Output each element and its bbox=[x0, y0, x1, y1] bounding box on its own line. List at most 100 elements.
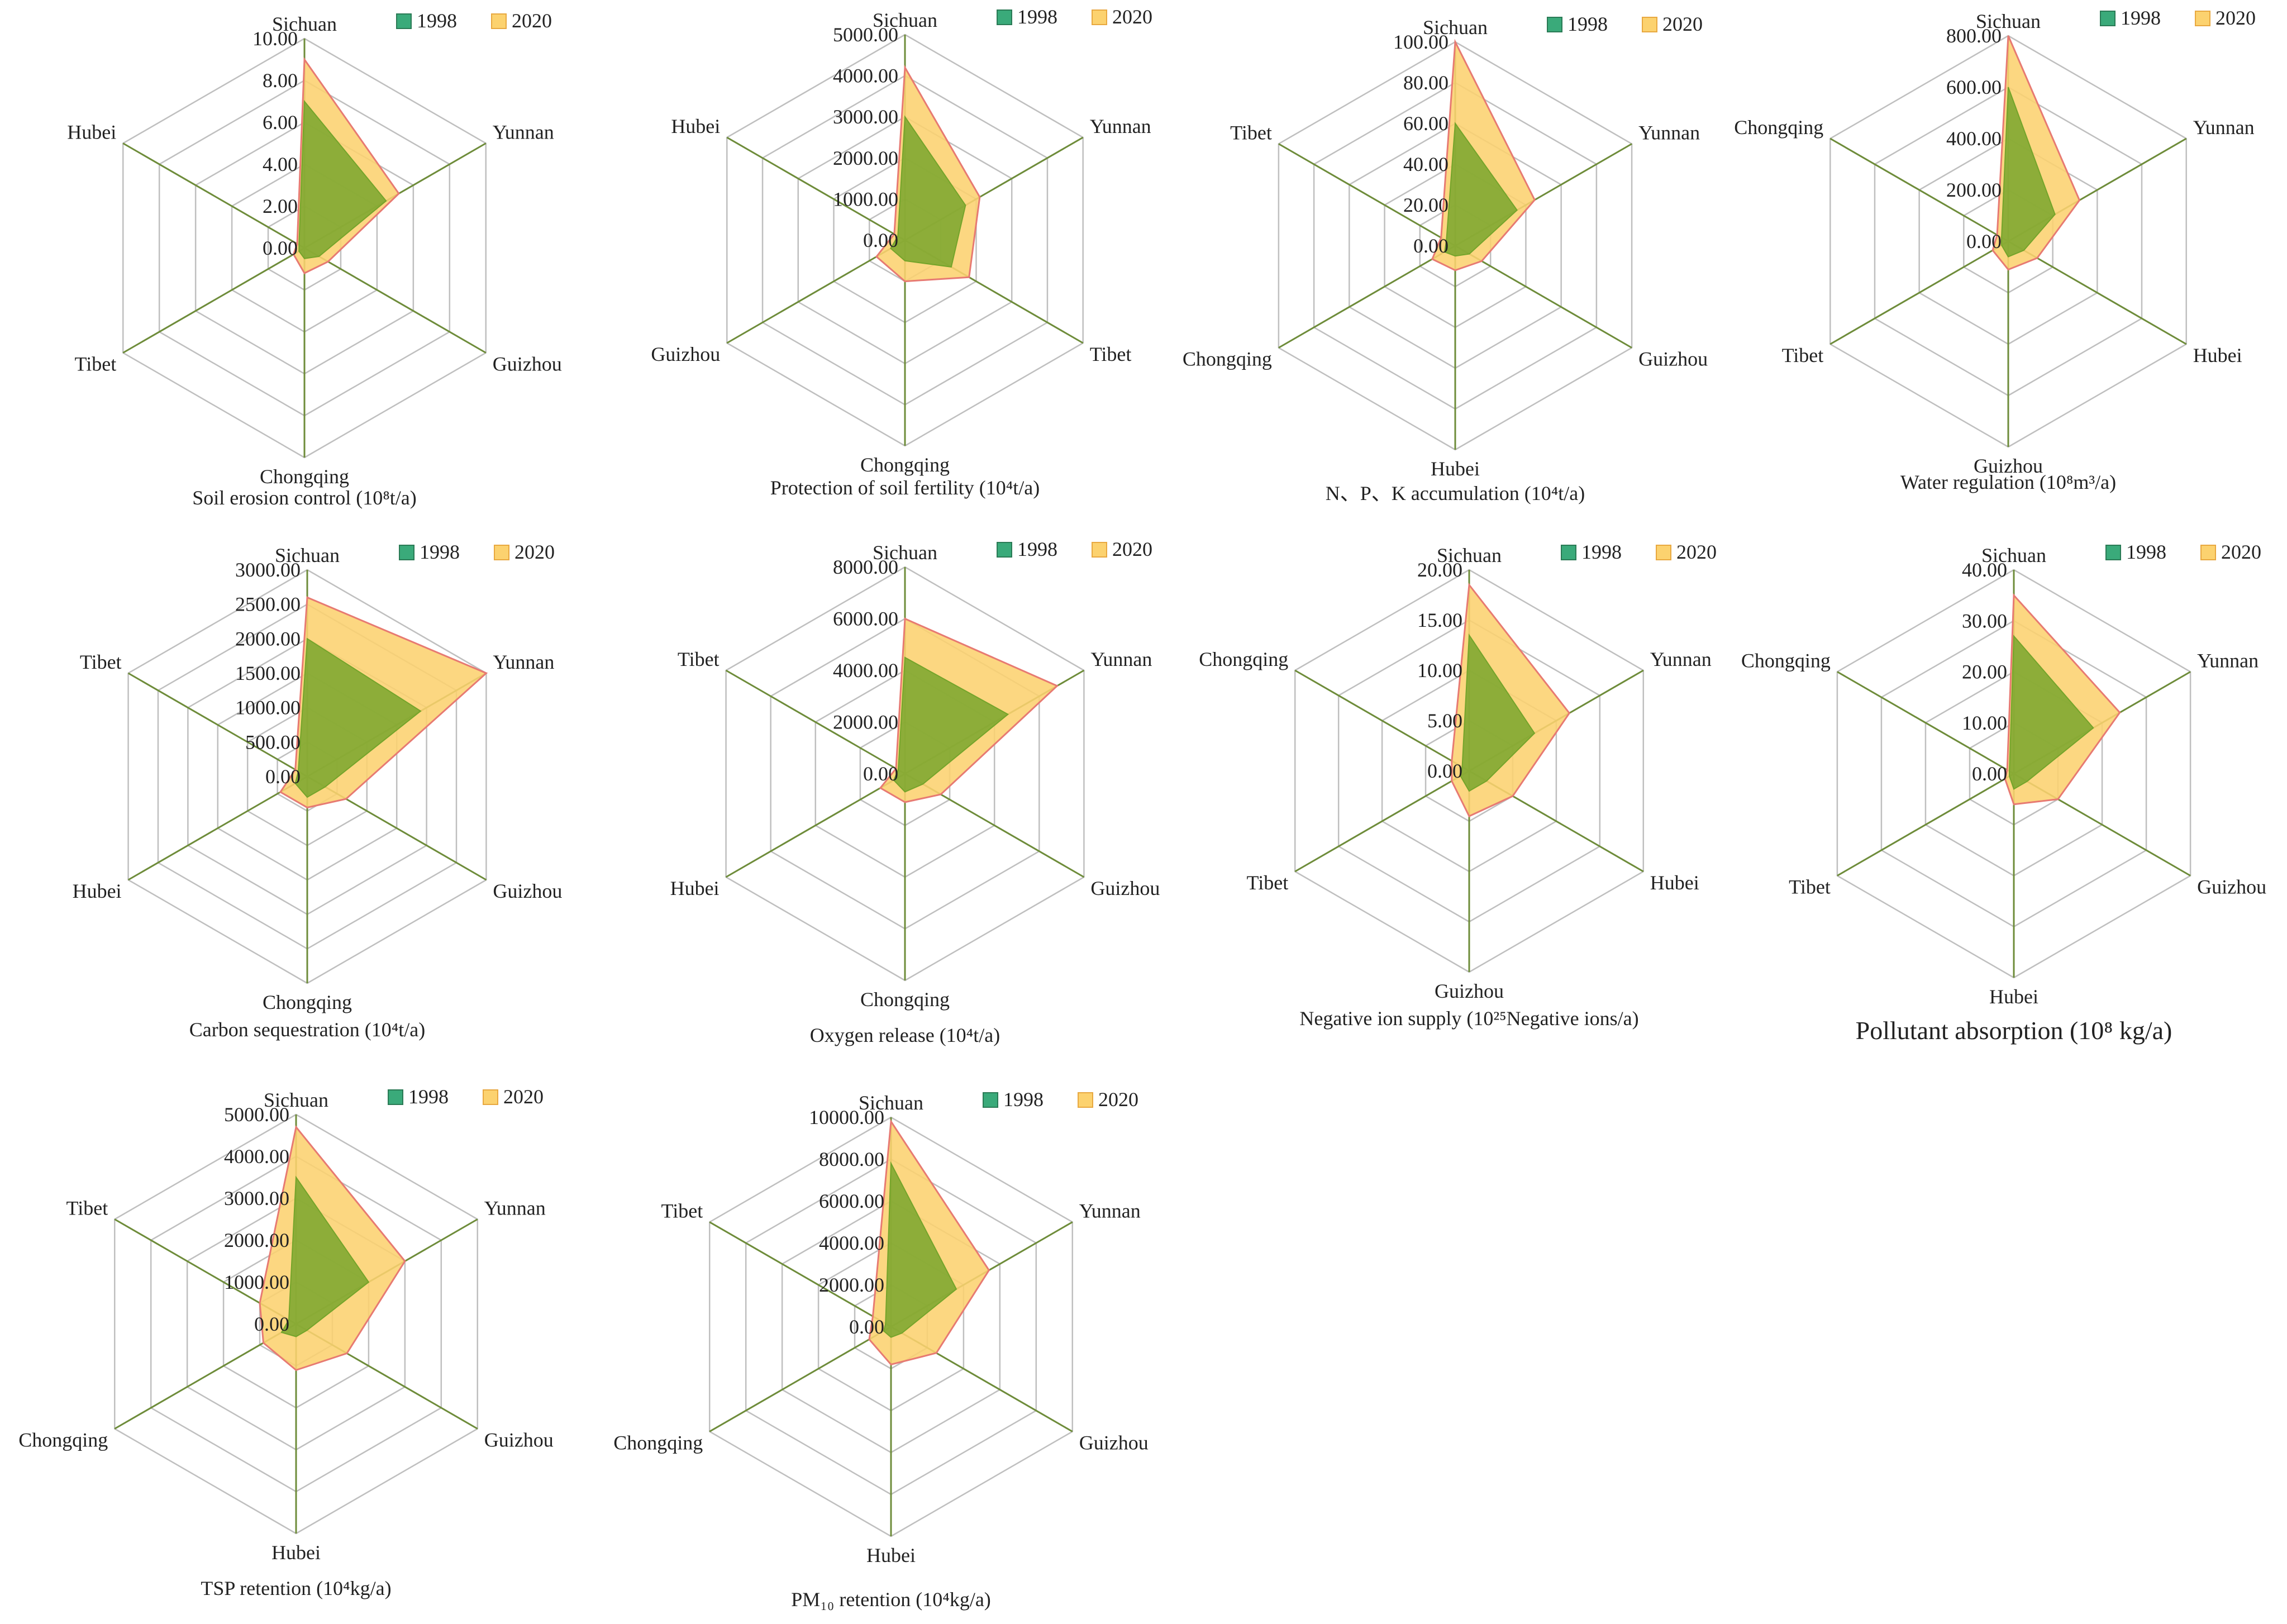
radar-panel-5: 0.00 500.00 1000.00 1500.00 2000.00 2500.00 30… bbox=[73, 541, 563, 1041]
axis-spoke bbox=[709, 1221, 892, 1328]
axis-label-tibet: Tibet bbox=[678, 648, 720, 670]
legend-label-2020: 2020 bbox=[1098, 1088, 1138, 1111]
series-area-1998 bbox=[1460, 633, 1536, 792]
axis-label-chongqing: Chongqing bbox=[860, 454, 950, 476]
legend-swatch-2020 bbox=[1656, 545, 1671, 560]
axis-label-chongqing: Chongqing bbox=[613, 1432, 703, 1454]
chart-caption: Protection of soil fertility (10⁴t/a) bbox=[770, 477, 1040, 499]
chart-caption: Carbon sequestration (10⁴t/a) bbox=[189, 1018, 425, 1041]
legend-label-2020: 2020 bbox=[2215, 7, 2256, 29]
axis-label-sichuan: Sichuan bbox=[1423, 16, 1488, 39]
tick-label: 1500.00 bbox=[235, 662, 301, 684]
axis-label-tibet: Tibet bbox=[1247, 871, 1289, 894]
legend-label-1998: 1998 bbox=[1003, 1088, 1044, 1111]
tick-label: 2000.00 bbox=[833, 147, 898, 169]
tick-label: 4000.00 bbox=[819, 1232, 884, 1254]
axis-label-tibet: Tibet bbox=[1090, 343, 1132, 365]
axis-label-hubei: Hubei bbox=[271, 1541, 321, 1564]
tick-label: 0.00 bbox=[863, 763, 898, 785]
axis-label-tibet: Tibet bbox=[1789, 876, 1831, 898]
legend-swatch-2020 bbox=[2200, 545, 2216, 560]
chart-caption: PM₁₀ retention (10⁴kg/a) bbox=[791, 1588, 991, 1611]
axis-spoke bbox=[1829, 240, 2009, 345]
legend-label-1998: 1998 bbox=[408, 1085, 449, 1108]
axis-label-hubei: Hubei bbox=[67, 121, 116, 144]
axis-label-chongqing: Chongqing bbox=[260, 465, 349, 488]
tick-label: 80.00 bbox=[1403, 72, 1449, 94]
tick-label: 10.00 bbox=[1417, 659, 1462, 682]
tick-label: 8000.00 bbox=[833, 556, 898, 578]
axis-label-sichuan: Sichuan bbox=[1976, 10, 2041, 32]
axis-label-tibet: Tibet bbox=[1230, 122, 1272, 144]
axis-label-tibet: Tibet bbox=[75, 353, 117, 375]
tick-label: 0.00 bbox=[1966, 230, 2002, 253]
tick-label: 2000.00 bbox=[235, 627, 301, 650]
tick-label: 5000.00 bbox=[224, 1103, 289, 1126]
axis-spoke bbox=[2008, 240, 2187, 345]
legend-swatch-1998 bbox=[2105, 545, 2121, 560]
tick-label: 0.00 bbox=[1427, 760, 1462, 782]
axis-label-sichuan: Sichuan bbox=[873, 541, 937, 564]
series-area-1998 bbox=[890, 115, 966, 268]
axis-label-sichuan: Sichuan bbox=[1437, 544, 1502, 566]
axis-label-guizhou: Guizhou bbox=[651, 343, 720, 365]
legend-label-2020: 2020 bbox=[512, 9, 552, 32]
legend-label-1998: 1998 bbox=[1017, 538, 1057, 560]
tick-label: 20.00 bbox=[1962, 661, 2007, 683]
legend-swatch-2020 bbox=[2195, 11, 2210, 26]
tick-label: 2000.00 bbox=[224, 1229, 289, 1251]
axis-spoke bbox=[1455, 245, 1632, 349]
tick-label: 4000.00 bbox=[833, 659, 898, 682]
axis-spoke bbox=[1278, 143, 1456, 247]
axis-label-guizhou: Guizhou bbox=[1974, 455, 2043, 477]
axis-label-guizhou: Guizhou bbox=[493, 353, 562, 375]
axis-label-hubei: Hubei bbox=[2193, 344, 2242, 366]
axis-label-chongqing: Chongqing bbox=[1183, 348, 1272, 370]
tick-label: 3000.00 bbox=[833, 106, 898, 128]
tick-label: 5.00 bbox=[1427, 709, 1462, 732]
axis-label-yunnan: Yunnan bbox=[493, 121, 554, 144]
tick-label: 3000.00 bbox=[235, 559, 301, 581]
axis-label-tibet: Tibet bbox=[66, 1197, 108, 1220]
axis-spoke bbox=[726, 136, 906, 241]
axis-label-chongqing: Chongqing bbox=[18, 1429, 108, 1451]
legend-swatch-2020 bbox=[483, 1089, 498, 1105]
tick-label: 6000.00 bbox=[819, 1190, 884, 1212]
axis-label-chongqing: Chongqing bbox=[263, 991, 352, 1013]
axis-label-yunnan: Yunnan bbox=[1650, 648, 1712, 670]
tick-label: 0.00 bbox=[1413, 235, 1449, 257]
tick-label: 500.00 bbox=[245, 731, 301, 753]
legend-label-2020: 2020 bbox=[1112, 538, 1152, 560]
axis-label-guizhou: Guizhou bbox=[484, 1429, 554, 1451]
legend-label-1998: 1998 bbox=[1581, 541, 1622, 563]
tick-label: 800.00 bbox=[1946, 25, 2002, 47]
axis-label-chongqing: Chongqing bbox=[1199, 648, 1288, 670]
chart-caption: Negative ion supply (10²⁵Negative ions/a… bbox=[1299, 1007, 1638, 1030]
axis-label-guizhou: Guizhou bbox=[1638, 348, 1708, 370]
tick-label: 8.00 bbox=[263, 69, 298, 92]
axis-spoke bbox=[304, 247, 487, 354]
axis-spoke bbox=[726, 239, 906, 344]
legend-label-1998: 1998 bbox=[2121, 7, 2161, 29]
legend-swatch-1998 bbox=[388, 1089, 403, 1105]
series-area-1998 bbox=[298, 99, 387, 259]
chart-caption: Oxygen release (10⁴t/a) bbox=[810, 1024, 1000, 1046]
chart-caption: TSP retention (10⁴kg/a) bbox=[201, 1577, 391, 1599]
axis-label-yunnan: Yunnan bbox=[493, 651, 554, 673]
axis-label-yunnan: Yunnan bbox=[1090, 648, 1152, 670]
axis-spoke bbox=[127, 672, 308, 778]
axis-label-yunnan: Yunnan bbox=[2193, 116, 2255, 139]
tick-label: 10.00 bbox=[252, 27, 298, 50]
legend-label-1998: 1998 bbox=[1017, 6, 1057, 28]
radar-panel-10: 0.00 2000.00 4000.00 6000.00 8000.00 10000.00… bbox=[613, 1088, 1149, 1611]
legend-label-1998: 1998 bbox=[417, 9, 457, 32]
tick-label: 15.00 bbox=[1417, 609, 1462, 631]
chart-caption: Soil erosion control (10⁸t/a) bbox=[192, 487, 416, 509]
tick-label: 60.00 bbox=[1403, 112, 1449, 135]
tick-label: 2000.00 bbox=[819, 1274, 884, 1296]
axis-label-sichuan: Sichuan bbox=[272, 13, 337, 35]
axis-spoke bbox=[122, 142, 305, 249]
legend-swatch-1998 bbox=[997, 542, 1012, 558]
